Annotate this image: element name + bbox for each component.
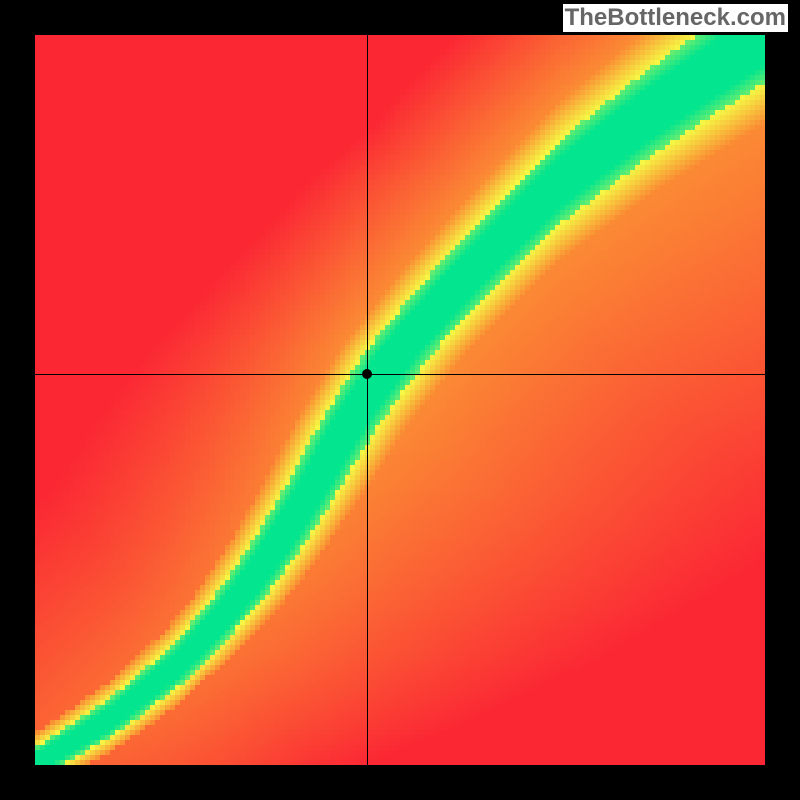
crosshair-horizontal [35, 374, 765, 375]
chart-container: TheBottleneck.com [0, 0, 800, 800]
plot-area [35, 35, 765, 765]
data-point [362, 369, 372, 379]
heatmap-canvas [35, 35, 765, 765]
watermark-text: TheBottleneck.com [563, 4, 788, 32]
crosshair-vertical [367, 35, 368, 765]
